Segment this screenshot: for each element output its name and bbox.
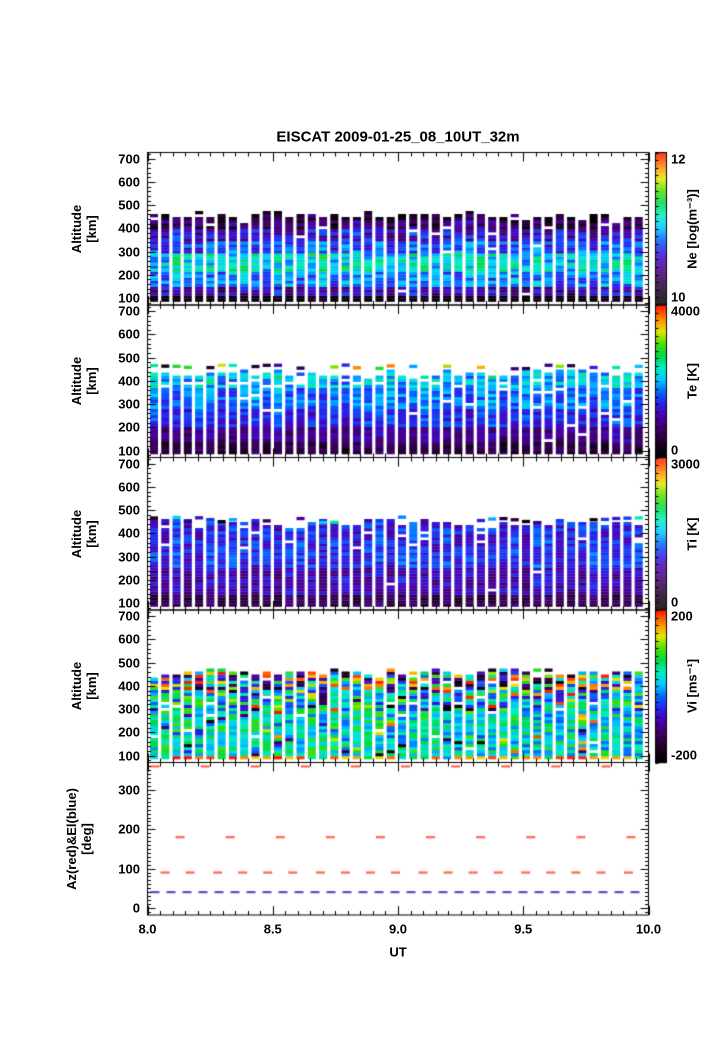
ut-tick-label: 9.0 [388,921,408,937]
altitude-tick-label: 200 [118,724,140,740]
altitude-tick-label: 100 [118,595,140,611]
altitude-tick-label: 600 [118,631,140,647]
angle-tick-label: 300 [118,782,140,798]
altitude-tick-label: 300 [118,396,140,412]
altitude-tick-label: 400 [118,373,140,389]
altitude-tick-label: 700 [118,456,140,472]
colorbar-title-te: Te [K] [684,363,700,399]
colorbar-max-label: 4000 [671,303,700,319]
ut-tick-label: 10.0 [635,921,662,937]
altitude-tick-label: 500 [118,502,140,518]
altitude-tick-label: 100 [118,290,140,306]
figure-title: EISCAT 2009-01-25_08_10UT_32m [276,128,520,146]
ut-tick-label: 9.5 [514,921,533,937]
colorbar-title-vi: Vi [ms⁻¹] [684,658,700,714]
angle-tick-label: 100 [118,861,140,877]
altitude-tick-label: 400 [118,220,140,236]
altitude-tick-label: 600 [118,479,140,495]
y-axis-title-vi-panel: Altitude [km] [69,662,99,710]
ut-tick-label: 8.0 [138,921,157,937]
colorbar-min-label: 0 [671,594,679,610]
altitude-label: Altitude [69,661,84,711]
altitude-tick-label: 600 [118,326,140,342]
colorbar-min-label: 10 [671,289,686,305]
y-axis-title-azel-panel: Az(red)&El(blue) [deg] [64,788,94,890]
altitude-units: [km] [84,367,99,395]
altitude-units: [km] [84,672,99,700]
altitude-units: [km] [84,520,99,548]
altitude-tick-label: 200 [118,419,140,435]
altitude-tick-label: 200 [118,267,140,283]
altitude-tick-label: 100 [118,443,140,459]
x-axis-title: UT [389,944,407,960]
altitude-tick-label: 500 [118,197,140,213]
colorbar-title-ne: Ne [log(m⁻³)] [684,189,700,269]
ut-tick-label: 8.5 [263,921,282,937]
altitude-tick-label: 600 [118,174,140,190]
altitude-tick-label: 300 [118,549,140,565]
y-axis-title-te-panel: Altitude [km] [69,357,99,405]
altitude-tick-label: 100 [118,748,140,764]
colorbar-title-ti: Ti [K] [684,517,700,551]
angle-tick-label: 200 [118,821,140,837]
altitude-tick-label: 400 [118,678,140,694]
colorbar-max-label: 200 [671,608,693,624]
azel-units: [deg] [79,823,94,855]
altitude-tick-label: 400 [118,525,140,541]
altitude-tick-label: 300 [118,701,140,717]
colorbar-min-label: 0 [671,442,679,457]
colorbar-max-label: 12 [671,151,686,166]
altitude-tick-label: 700 [118,608,140,624]
y-axis-title-ti-panel: Altitude [km] [69,510,99,558]
angle-tick-label: 0 [132,900,140,916]
altitude-units: [km] [84,215,99,243]
altitude-tick-label: 700 [118,151,140,167]
colorbar-max-label: 3000 [671,456,700,471]
y-axis-title-ne-panel: Altitude [km] [69,205,99,253]
altitude-tick-label: 300 [118,244,140,260]
altitude-tick-label: 700 [118,303,140,319]
altitude-label: Altitude [69,356,84,406]
altitude-label: Altitude [69,509,84,559]
altitude-tick-label: 200 [118,572,140,588]
altitude-tick-label: 500 [118,655,140,671]
altitude-tick-label: 500 [118,350,140,366]
colorbar-min-label: -200 [671,747,698,762]
altitude-label: Altitude [69,204,84,254]
azel-label: Az(red)&El(blue) [64,788,79,890]
